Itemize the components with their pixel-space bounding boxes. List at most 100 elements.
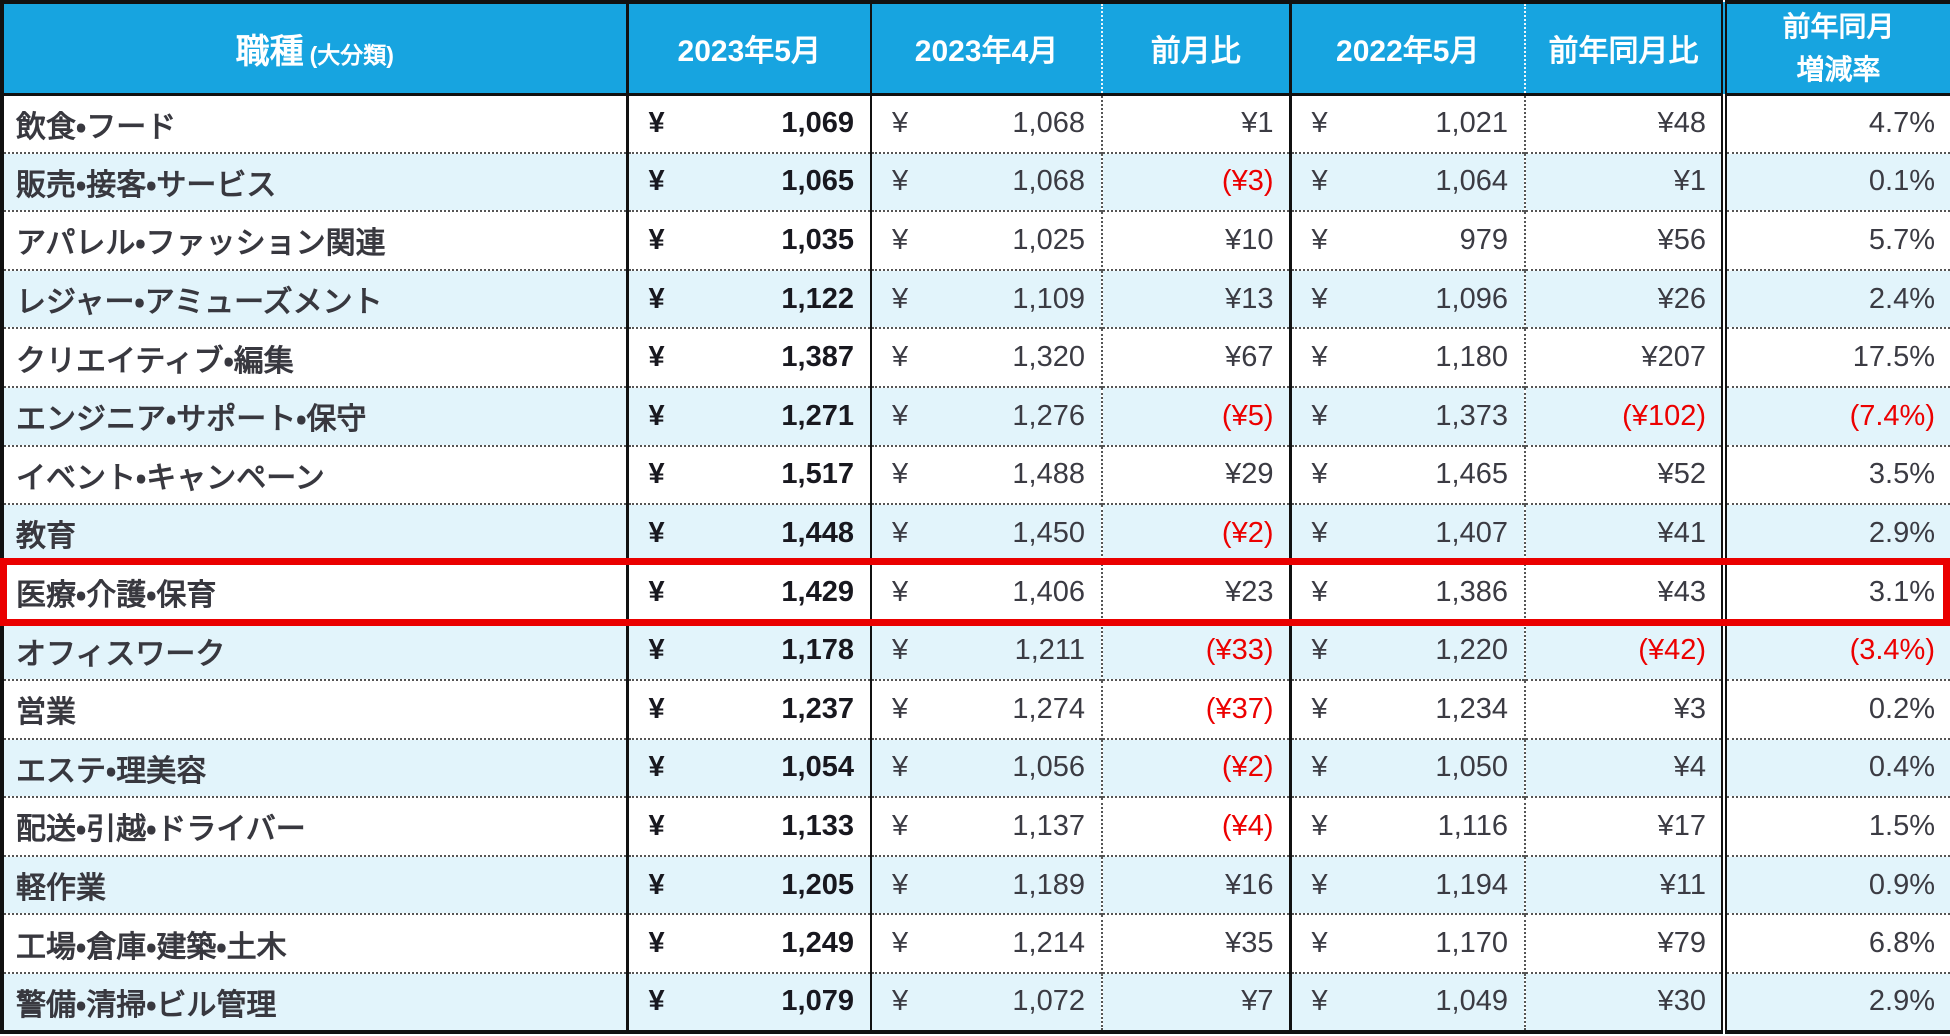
table-row: クリエイティブ・編集 ¥1,387 ¥1,320 ¥67 ¥1,180 ¥207 17.5% bbox=[2, 327, 1950, 387]
wage-value: 1,214 bbox=[1012, 927, 1085, 960]
category-cell: 飲食・フード bbox=[2, 93, 629, 153]
wage-value: 1,189 bbox=[1012, 868, 1085, 901]
wage-cell: ¥1,517 bbox=[627, 444, 872, 505]
wage-value: 1,205 bbox=[781, 868, 854, 901]
yoy-diff-cell: ¥79 bbox=[1525, 913, 1727, 973]
header-row: 職種 (大分類) 2023年5月 2023年4月 前月比 2022年5月 前年同月… bbox=[2, 2, 1950, 96]
wage-cell: ¥1,249 bbox=[627, 913, 872, 973]
col-header-2022-05: 2022年5月 bbox=[1290, 2, 1526, 96]
yen-symbol: ¥ bbox=[648, 927, 665, 960]
wage-cell: ¥1,407 bbox=[1290, 503, 1526, 563]
wage-value: 1,450 bbox=[1012, 516, 1085, 549]
wage-value: 1,035 bbox=[781, 223, 854, 256]
mom-diff-cell: ¥1 bbox=[1102, 93, 1292, 153]
wage-cell: ¥1,056 bbox=[871, 737, 1103, 798]
table-row: 警備・清掃・ビル管理 ¥1,079 ¥1,072 ¥7 ¥1,049 ¥30 2.9% bbox=[2, 971, 1950, 1032]
yen-symbol: ¥ bbox=[892, 692, 909, 725]
wage-value: 1,406 bbox=[1012, 575, 1085, 608]
mom-diff-cell: ¥7 bbox=[1102, 971, 1292, 1032]
wage-cell: ¥1,170 bbox=[1290, 913, 1526, 973]
yen-symbol: ¥ bbox=[1311, 341, 1328, 374]
wage-value: 1,276 bbox=[1012, 399, 1085, 432]
yoy-rate-cell: 4.7% bbox=[1724, 93, 1950, 153]
yen-symbol: ¥ bbox=[892, 282, 909, 315]
table-row: 配送・引越・ドライバー ¥1,133 ¥1,137 (¥4) ¥1,116 ¥17 1.5% bbox=[2, 796, 1950, 856]
yoy-diff-cell: ¥3 bbox=[1525, 678, 1727, 739]
mom-diff-cell: ¥67 bbox=[1102, 327, 1292, 387]
category-cell: 医療・介護・保育 bbox=[2, 561, 629, 622]
yen-symbol: ¥ bbox=[648, 751, 665, 784]
category-cell: 販売・接客・サービス bbox=[2, 151, 629, 212]
wage-value: 1,274 bbox=[1012, 692, 1085, 725]
wage-value: 1,021 bbox=[1435, 107, 1508, 140]
wage-cell: ¥1,072 bbox=[871, 971, 1103, 1032]
wage-cell: ¥1,237 bbox=[627, 678, 872, 739]
table-row: 軽作業 ¥1,205 ¥1,189 ¥16 ¥1,194 ¥11 0.9% bbox=[2, 854, 1950, 915]
mom-diff-cell: (¥2) bbox=[1102, 737, 1292, 798]
wage-cell: ¥1,049 bbox=[1290, 971, 1526, 1032]
wage-cell: ¥1,234 bbox=[1290, 678, 1526, 739]
wage-cell: ¥1,050 bbox=[1290, 737, 1526, 798]
yen-symbol: ¥ bbox=[648, 458, 665, 491]
col-header-2023-04: 2023年4月 bbox=[871, 2, 1103, 96]
wage-value: 1,271 bbox=[781, 399, 854, 432]
yoy-diff-cell: ¥26 bbox=[1525, 268, 1727, 329]
mom-diff-cell: ¥10 bbox=[1102, 210, 1292, 270]
wage-value: 1,234 bbox=[1435, 692, 1508, 725]
yen-symbol: ¥ bbox=[1311, 516, 1328, 549]
yoy-diff-cell: ¥11 bbox=[1525, 854, 1727, 915]
category-cell: イベント・キャンペーン bbox=[2, 444, 629, 505]
yen-symbol: ¥ bbox=[892, 223, 909, 256]
wage-cell: ¥1,021 bbox=[1290, 93, 1526, 153]
wage-cell: ¥1,137 bbox=[871, 796, 1103, 856]
mom-diff-cell: ¥35 bbox=[1102, 913, 1292, 973]
mom-diff-cell: (¥37) bbox=[1102, 678, 1292, 739]
wage-value: 1,137 bbox=[1012, 809, 1085, 842]
yoy-rate-cell: 0.9% bbox=[1724, 854, 1950, 915]
yoy-rate-cell: 0.1% bbox=[1724, 151, 1950, 212]
col-header-2023-05: 2023年5月 bbox=[627, 2, 872, 96]
yen-symbol: ¥ bbox=[1311, 868, 1328, 901]
table-row: 飲食・フード ¥1,069 ¥1,068 ¥1 ¥1,021 ¥48 4.7% bbox=[2, 93, 1950, 153]
col-header-yoy-rate-line1: 前年同月 bbox=[1782, 10, 1895, 42]
yoy-diff-cell: ¥48 bbox=[1525, 93, 1727, 153]
yen-symbol: ¥ bbox=[648, 223, 665, 256]
wage-cell: ¥1,079 bbox=[627, 971, 872, 1032]
mom-diff-cell: (¥4) bbox=[1102, 796, 1292, 856]
yoy-diff-cell: ¥207 bbox=[1525, 327, 1727, 387]
wage-cell: ¥1,116 bbox=[1290, 796, 1526, 856]
wage-cell: ¥1,205 bbox=[627, 854, 872, 915]
yen-symbol: ¥ bbox=[892, 985, 909, 1018]
wage-value: 1,069 bbox=[781, 107, 854, 140]
wage-cell: ¥1,133 bbox=[627, 796, 872, 856]
wage-value: 1,488 bbox=[1012, 458, 1085, 491]
yoy-rate-cell: (3.4%) bbox=[1724, 620, 1950, 680]
wage-value: 1,116 bbox=[1437, 809, 1508, 842]
wage-value: 1,133 bbox=[781, 809, 854, 842]
table-row: 医療・介護・保育 ¥1,429 ¥1,406 ¥23 ¥1,386 ¥43 3.1% bbox=[2, 561, 1950, 622]
table-row: オフィスワーク ¥1,178 ¥1,211 (¥33) ¥1,220 (¥42) (3.4%… bbox=[2, 620, 1950, 680]
wage-cell: ¥1,064 bbox=[1290, 151, 1526, 212]
wage-value: 1,211 bbox=[1014, 634, 1085, 667]
yen-symbol: ¥ bbox=[892, 751, 909, 784]
category-cell: レジャー・アミューズメント bbox=[2, 268, 629, 329]
yoy-diff-cell: ¥17 bbox=[1525, 796, 1727, 856]
table-row: レジャー・アミューズメント ¥1,122 ¥1,109 ¥13 ¥1,096 ¥26 2.4… bbox=[2, 268, 1950, 329]
yoy-rate-cell: 1.5% bbox=[1724, 796, 1950, 856]
wage-value: 1,249 bbox=[781, 927, 854, 960]
category-cell: エンジニア・サポート・保守 bbox=[2, 385, 629, 446]
category-cell: 軽作業 bbox=[2, 854, 629, 915]
yen-symbol: ¥ bbox=[648, 868, 665, 901]
mom-diff-cell: (¥2) bbox=[1102, 503, 1292, 563]
wage-value: 1,096 bbox=[1435, 282, 1508, 315]
yoy-diff-cell: ¥43 bbox=[1525, 561, 1727, 622]
table-row: エステ・理美容 ¥1,054 ¥1,056 (¥2) ¥1,050 ¥4 0.4% bbox=[2, 737, 1950, 798]
wage-value: 1,068 bbox=[1012, 165, 1085, 198]
category-cell: アパレル・ファッション関連 bbox=[2, 210, 629, 270]
wage-cell: ¥1,122 bbox=[627, 268, 872, 329]
yoy-rate-cell: 2.9% bbox=[1724, 503, 1950, 563]
yen-symbol: ¥ bbox=[1311, 634, 1328, 667]
wage-value: 1,448 bbox=[781, 516, 854, 549]
yen-symbol: ¥ bbox=[1311, 223, 1328, 256]
